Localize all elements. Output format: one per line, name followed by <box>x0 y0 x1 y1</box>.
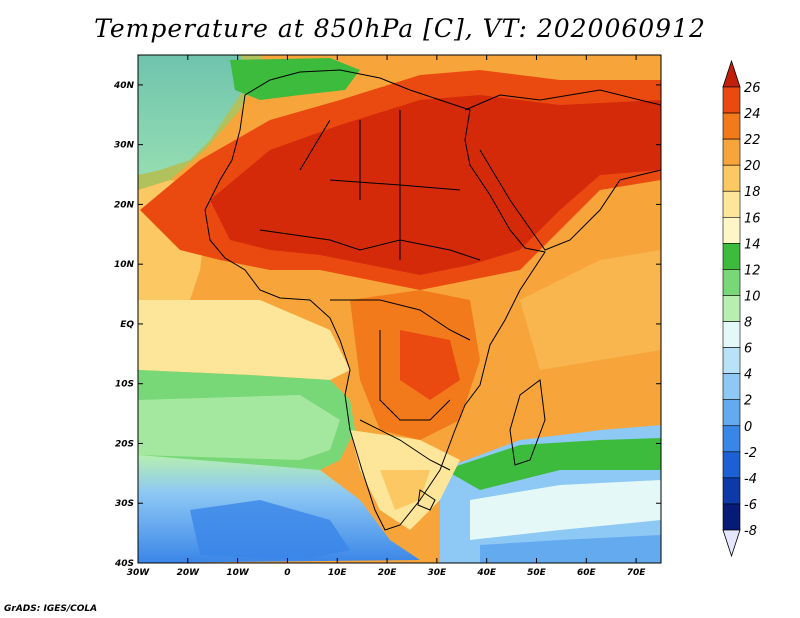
lon-tick-label: 20W <box>177 568 201 578</box>
colorbar-segment <box>722 138 741 166</box>
colorbar-segment <box>722 164 741 192</box>
colorbar-segment <box>722 269 741 296</box>
colorbar-bottom-arrow <box>722 529 741 558</box>
colorbar-label: 24 <box>744 107 761 122</box>
colorbar-segment <box>722 477 741 505</box>
lat-tick-label: 10S <box>115 380 134 390</box>
colorbar-segment <box>722 86 741 114</box>
colorbar-label: 0 <box>744 420 752 435</box>
colorbar-segment <box>722 451 741 479</box>
lon-tick-label: 10E <box>328 568 348 578</box>
colorbar-label: 18 <box>744 185 761 200</box>
colorbar-segment <box>722 295 741 322</box>
colorbar-label: -2 <box>744 446 757 461</box>
map-title: Temperature at 850hPa [C], VT: 202006091… <box>94 14 706 43</box>
lon-tick-label: 0 <box>284 568 290 578</box>
colorbar-label: -4 <box>744 472 757 487</box>
lat-tick-label: 10N <box>114 260 135 270</box>
colorbar-segment <box>722 216 741 244</box>
coastline-borders <box>204 69 661 531</box>
lon-tick-label: 20E <box>378 568 398 578</box>
lon-tick-label: 30E <box>428 568 448 578</box>
colorbar-label: 16 <box>744 211 761 226</box>
lat-tick-label: 30N <box>114 141 135 151</box>
longitude-axis: 30W 20W 10W 0 10E 20E 30E 40E 50E 60E 70E <box>127 55 647 578</box>
lat-tick-label: 40S <box>114 559 134 569</box>
lon-tick-label: 60E <box>577 568 597 578</box>
map-frame <box>137 54 662 564</box>
lat-tick-label: 30S <box>115 499 134 509</box>
latitude-axis: 40S 30S 20S 10S EQ 10N 20N 30N 40N <box>113 81 661 569</box>
colorbar-label: 10 <box>744 289 761 304</box>
lon-tick-label: 50E <box>527 568 547 578</box>
colorbar-segment <box>722 190 741 218</box>
colorbar-label: 22 <box>744 133 761 148</box>
colorbar-segment <box>722 373 741 401</box>
lon-tick-label: 70E <box>627 568 647 578</box>
lon-tick-label: 10W <box>226 568 250 578</box>
credit-text: GrADS: IGES/COLA <box>4 604 98 614</box>
lon-tick-label: 40E <box>476 568 497 578</box>
lat-tick-label: EQ <box>120 320 134 330</box>
colorbar-segment <box>722 321 741 348</box>
colorbar-label: 8 <box>744 316 752 331</box>
colorbar-label: 14 <box>744 237 761 252</box>
lat-tick-label: 20S <box>115 439 134 449</box>
colorbar-label: 6 <box>744 342 752 357</box>
lat-tick-label: 40N <box>113 81 135 91</box>
colorbar-label: 4 <box>744 368 752 383</box>
colorbar-segment <box>722 347 741 374</box>
colorbar-segment <box>722 243 741 270</box>
colorbar-label: 2 <box>744 394 752 409</box>
colorbar-top-arrow <box>722 59 741 88</box>
colorbar-label: -6 <box>744 498 757 513</box>
colorbar-label: 20 <box>744 159 761 174</box>
colorbar-segment <box>722 399 741 427</box>
colorbar-segment <box>722 503 741 531</box>
colorbar-segment <box>722 112 741 140</box>
temperature-field <box>138 55 661 563</box>
lat-tick-label: 20N <box>114 200 135 210</box>
colorbar-label: 26 <box>744 81 761 96</box>
colorbar-label: -8 <box>744 524 757 539</box>
colorbar-segment <box>722 425 741 453</box>
lon-tick-label: 30W <box>127 568 151 578</box>
colorbar-label: 12 <box>744 263 761 278</box>
